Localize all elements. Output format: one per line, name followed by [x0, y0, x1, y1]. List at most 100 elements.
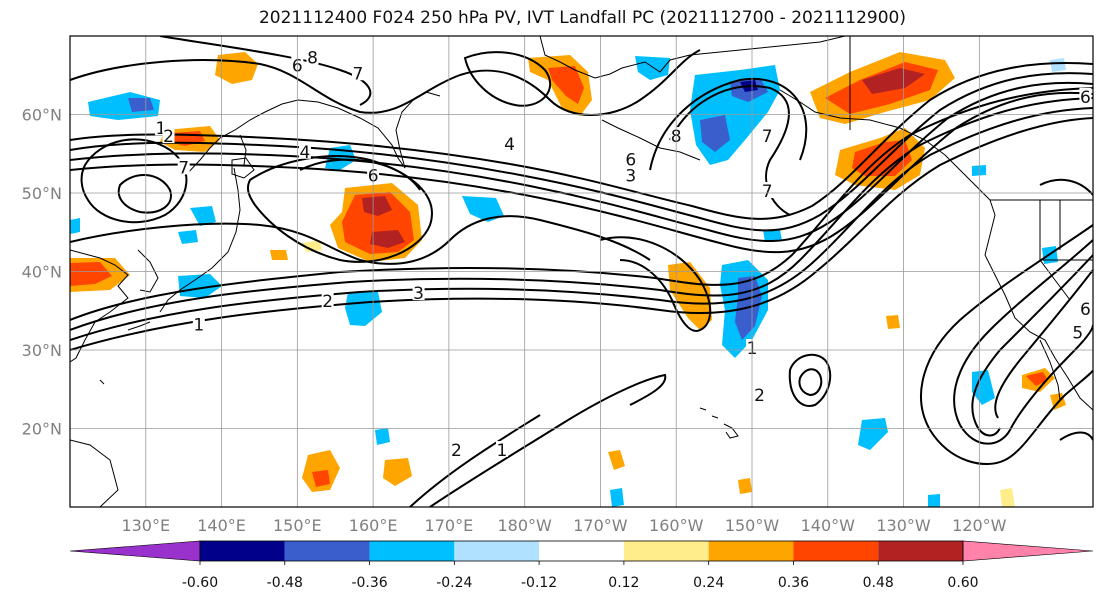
contour-line: [953, 239, 1093, 445]
shade-feature: [610, 488, 624, 507]
shade-feature: [370, 230, 405, 248]
lat-tick-label: 30°N: [22, 341, 62, 360]
colorbar-bin: [539, 541, 624, 561]
shade-feature: [862, 68, 925, 94]
coastline-hawaii: [699, 407, 739, 439]
shade-feature: [548, 66, 584, 104]
contour-label: 3: [413, 284, 424, 304]
lat-tick-label: 50°N: [22, 184, 62, 203]
lon-tick-label: 170°W: [573, 516, 628, 535]
contour-label-bg: [753, 386, 766, 403]
map-frame: [69, 35, 1094, 508]
shade-feature: [362, 196, 392, 216]
contour-label: 1: [156, 119, 167, 139]
colorbar-frame: [199, 540, 964, 562]
contour-line: [117, 173, 172, 214]
contour-line: [70, 49, 701, 116]
lon-tick-label: 130°W: [876, 516, 931, 535]
coastline-hokkaido: [231, 157, 255, 179]
contour-line: [429, 373, 667, 507]
contour-line: [463, 51, 552, 107]
contour-line: [599, 236, 712, 332]
contour-line: [70, 87, 1093, 321]
colorbar-extend-high: [962, 540, 1094, 562]
coastline-alaska: [539, 36, 846, 79]
shade-feature: [270, 250, 288, 260]
contour-label: 5: [1072, 323, 1083, 343]
lon-tick-label: 130°E: [121, 516, 170, 535]
lon-tick-label: 150°E: [273, 516, 322, 535]
shade-feature: [128, 98, 154, 112]
contour-label-bg: [450, 441, 463, 458]
contour-label-bg: [495, 441, 508, 458]
contour-label-bg: [177, 158, 190, 175]
shade-feature: [70, 262, 112, 286]
contour-label: 2: [163, 127, 174, 147]
lat-tick-label: 40°N: [22, 263, 62, 282]
contour-label-bg: [1079, 87, 1092, 104]
colorbar-tick-label: -0.48: [267, 575, 303, 591]
lon-tick-label: 170°E: [425, 516, 474, 535]
contour-label: 2: [322, 292, 333, 312]
colorbar-bin: [708, 541, 794, 561]
contour-line: [70, 62, 1093, 220]
contour-label-bg: [412, 284, 425, 301]
contour-line: [994, 269, 1093, 419]
shade-feature: [763, 230, 782, 242]
contour-label: 2: [451, 441, 462, 461]
contour-label-bg: [306, 48, 319, 65]
colorbar-labels: -0.60 -0.48 -0.36 -0.24 -0.12 0.12 0.24 0.36 0.4…: [182, 561, 979, 591]
coastline-aleutians: [601, 119, 701, 161]
contour-label: 7: [762, 182, 773, 202]
colorbar-tick-label: 0.12: [608, 575, 639, 591]
contour-label-bg: [351, 64, 364, 81]
contour-label-bg: [298, 142, 311, 159]
contour-line: [70, 91, 1093, 254]
contour-line: [70, 72, 1093, 232]
contour-line: [409, 414, 541, 507]
contour-line: [920, 224, 1093, 465]
contour-label: 2: [754, 386, 765, 406]
contour-line: [70, 81, 1093, 242]
lon-tick-label: 150°W: [725, 516, 780, 535]
contour-line: [299, 158, 421, 191]
contour-label-bg: [192, 315, 205, 332]
colorbar-tick-label: -0.60: [182, 575, 218, 591]
colorbar-bin: [284, 541, 370, 561]
shade-feature: [886, 315, 900, 329]
lat-tick-label: 20°N: [22, 420, 62, 439]
shade-feature: [70, 218, 80, 234]
contour-label-bg: [503, 134, 516, 151]
contour-line: [649, 77, 808, 171]
coastline-na-west: [984, 199, 1093, 411]
coastline-japan: [159, 167, 241, 313]
colorbar-tick-label: 0.24: [693, 575, 724, 591]
contour-line: [788, 353, 832, 407]
shade-feature: [462, 196, 504, 222]
contour-label: 7: [762, 127, 773, 147]
contour-line: [70, 117, 1093, 351]
contour-label: 8: [307, 49, 318, 69]
longitude-labels: 130°E 140°E 150°E 160°E 170°E 180°W 170°W 160°W…: [121, 516, 1006, 535]
colorbar-bin: [793, 541, 879, 561]
colorbar-tick-label: -0.24: [436, 575, 472, 591]
shade-feature: [1026, 372, 1048, 386]
contour-line: [971, 254, 1093, 437]
chart-title: 2021112400 F024 250 hPa PV, IVT Landfall…: [258, 8, 906, 28]
colorbar-tick-label: 0.48: [863, 575, 894, 591]
contour-line: [70, 107, 1093, 341]
coastline-islands: [70, 321, 151, 507]
colorbar-tick-label: 0.36: [778, 575, 809, 591]
contour-line: [70, 215, 651, 265]
coastline-alaska-gulf: [779, 89, 991, 201]
shade-feature: [738, 478, 752, 494]
shade-feature: [608, 450, 625, 470]
contour-label: 4: [299, 143, 310, 163]
contour-line: [80, 138, 188, 224]
shade-feature: [190, 206, 216, 226]
colorbar-extend-low: [69, 540, 201, 562]
colorbar-bin: [454, 541, 540, 561]
latitude-labels: 20°N 30°N 40°N 50°N 60°N: [22, 106, 62, 439]
contour-label-bg: [624, 166, 637, 183]
shade-feature: [302, 240, 322, 252]
